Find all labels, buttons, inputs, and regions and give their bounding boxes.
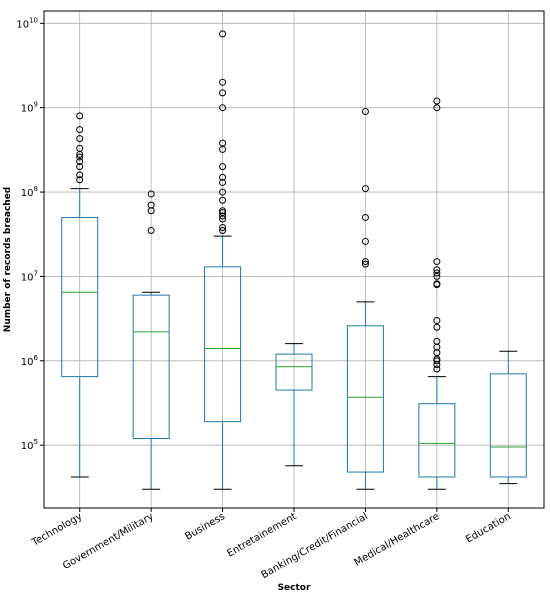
outlier-point	[219, 224, 227, 232]
box-iqr	[418, 403, 456, 478]
outlier-point	[219, 188, 227, 196]
y-tick-label: 105	[21, 438, 38, 452]
box-group	[61, 112, 99, 478]
box-group	[418, 97, 456, 490]
outlier-point	[361, 213, 369, 221]
outlier-point	[433, 337, 441, 345]
y-tick-label: 109	[21, 101, 38, 115]
box-group	[204, 30, 242, 490]
outlier-point	[76, 171, 84, 179]
outlier-point	[219, 78, 227, 86]
outlier-point	[433, 272, 441, 280]
outlier-point	[433, 317, 441, 325]
outlier-point	[76, 135, 84, 143]
outlier-point	[147, 190, 155, 198]
outlier-point	[433, 349, 441, 357]
outlier-point	[219, 212, 227, 220]
y-axis-ticks: 105 106 107 108 109 1010	[16, 16, 44, 452]
box-group	[346, 108, 384, 490]
box-iqr	[346, 325, 384, 473]
x-tick-label: Entretainement	[225, 511, 298, 560]
outlier-point	[361, 185, 369, 193]
y-tick-label: 1010	[16, 16, 38, 30]
outlier-point	[76, 126, 84, 134]
outlier-point	[433, 104, 441, 112]
box-group	[489, 350, 527, 485]
x-tick-label: Education	[464, 511, 513, 545]
outlier-point	[219, 30, 227, 38]
y-tick-label: 107	[21, 269, 38, 283]
outlier-point	[433, 365, 441, 373]
box-group	[275, 343, 313, 467]
box-iqr	[489, 373, 527, 478]
outlier-point	[433, 258, 441, 266]
outlier-point	[76, 144, 84, 152]
outlier-point	[219, 163, 227, 171]
outlier-point	[361, 260, 369, 268]
outlier-point	[219, 178, 227, 186]
outlier-point	[219, 139, 227, 147]
outlier-point	[76, 158, 84, 166]
outlier-point	[147, 227, 155, 235]
outlier-point	[219, 209, 227, 217]
outlier-point	[219, 173, 227, 181]
outlier-point	[219, 104, 227, 112]
outlier-point	[219, 89, 227, 97]
outlier-point	[76, 176, 84, 184]
outlier-point	[361, 237, 369, 245]
boxes	[61, 30, 527, 490]
outlier-point	[433, 323, 441, 331]
x-tick-label: Technology	[29, 511, 84, 549]
outlier-point	[433, 269, 441, 277]
outlier-point	[76, 153, 84, 161]
y-tick-label: 106	[21, 354, 39, 368]
box-iqr	[204, 266, 242, 423]
y-axis-title: Number of records breached	[3, 187, 13, 332]
outlier-point	[433, 97, 441, 105]
outlier-point	[219, 207, 227, 215]
box-iqr	[275, 353, 313, 391]
y-tick-label: 108	[21, 185, 38, 199]
box-iqr	[132, 294, 170, 439]
outlier-point	[433, 266, 441, 274]
box-iqr	[61, 216, 99, 378]
x-axis-title: Sector	[278, 583, 311, 593]
outlier-point	[361, 258, 369, 266]
outlier-point	[433, 280, 441, 288]
outlier-point	[219, 196, 227, 204]
outlier-point	[147, 201, 155, 209]
outlier-point	[76, 163, 84, 171]
outlier-point	[76, 112, 84, 120]
outlier-point	[361, 108, 369, 116]
outlier-point	[219, 227, 227, 235]
box-group	[132, 190, 170, 490]
x-tick-label: Business	[183, 511, 227, 543]
